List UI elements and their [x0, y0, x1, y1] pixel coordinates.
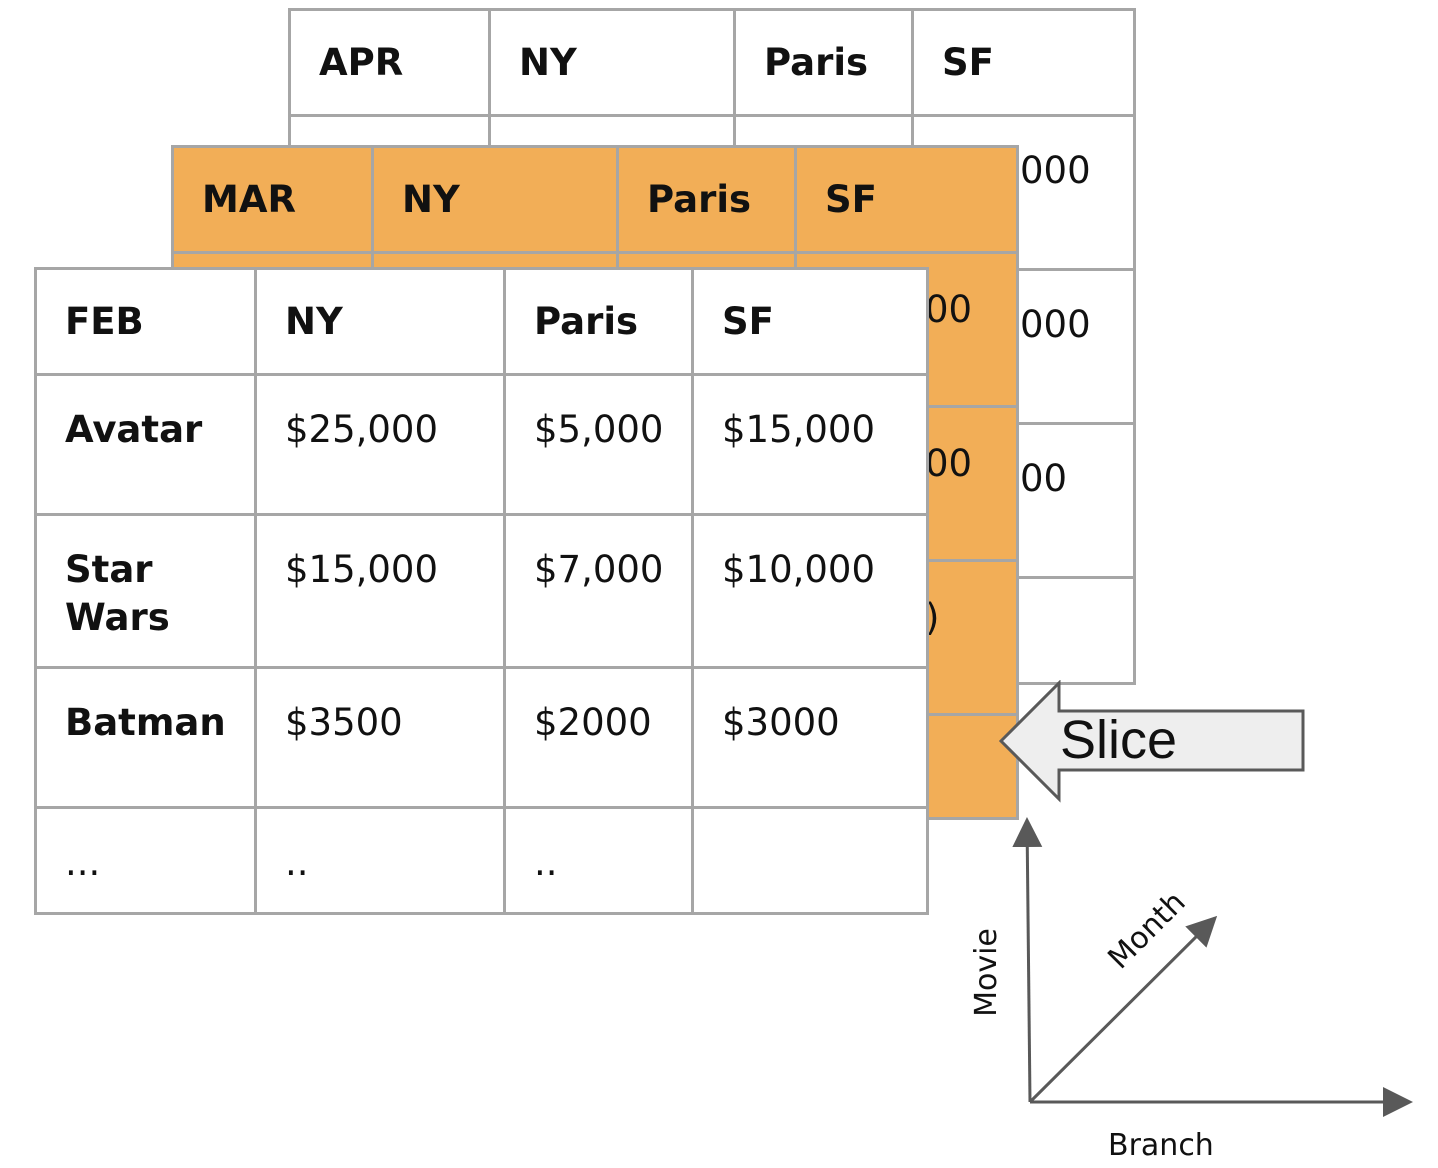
feb-column-header-ny: NY [254, 267, 506, 376]
row-label: Batman [34, 666, 257, 809]
table-row: Star Wars $15,000 $7,000 $10,000 [34, 513, 929, 669]
month-axis-label: Month [1101, 884, 1193, 977]
table-row: Avatar $25,000 $5,000 $15,000 [34, 373, 929, 516]
apr-corner-header: APR [288, 8, 491, 117]
mar-corner-header: MAR [171, 145, 374, 254]
mar-column-header-ny: NY [371, 145, 619, 254]
table-cell: .. [503, 806, 694, 915]
mar-column-header-paris: Paris [616, 145, 797, 254]
row-label: ... [34, 806, 257, 915]
slice-arrow-icon [998, 680, 1305, 803]
feb-corner-header: FEB [34, 267, 257, 376]
table-cell: .. [254, 806, 506, 915]
branch-axis-label: Branch [1108, 1128, 1214, 1163]
table-cell: $2000 [503, 666, 694, 809]
feb-table: FEB NY Paris SF Avatar $25,000 $5,000 $1… [34, 267, 929, 915]
table-cell: $10,000 [691, 513, 929, 669]
slice-label: Slice [1060, 710, 1178, 770]
table-cell: $3500 [254, 666, 506, 809]
mar-column-header-sf: SF [794, 145, 1019, 254]
movie-axis [1012, 817, 1043, 1103]
feb-column-header-sf: SF [691, 267, 929, 376]
table-cell: $15,000 [691, 373, 929, 516]
table-row: Batman $3500 $2000 $3000 [34, 666, 929, 809]
apr-column-header-ny: NY [488, 8, 736, 117]
table-cell: $7,000 [503, 513, 694, 669]
table-cell: $5,000 [503, 373, 694, 516]
table-cell: $25,000 [254, 373, 506, 516]
apr-column-header-paris: Paris [733, 8, 914, 117]
table-cell [691, 806, 929, 915]
row-label: Star Wars [34, 513, 257, 669]
table-cell: $15,000 [254, 513, 506, 669]
table-row: ... .. .. [34, 806, 929, 915]
feb-column-header-paris: Paris [503, 267, 694, 376]
row-label: Avatar [34, 373, 257, 516]
movie-axis-label: Movie [968, 928, 1004, 1017]
table-cell: $3000 [691, 666, 929, 809]
apr-column-header-sf: SF [911, 8, 1136, 117]
